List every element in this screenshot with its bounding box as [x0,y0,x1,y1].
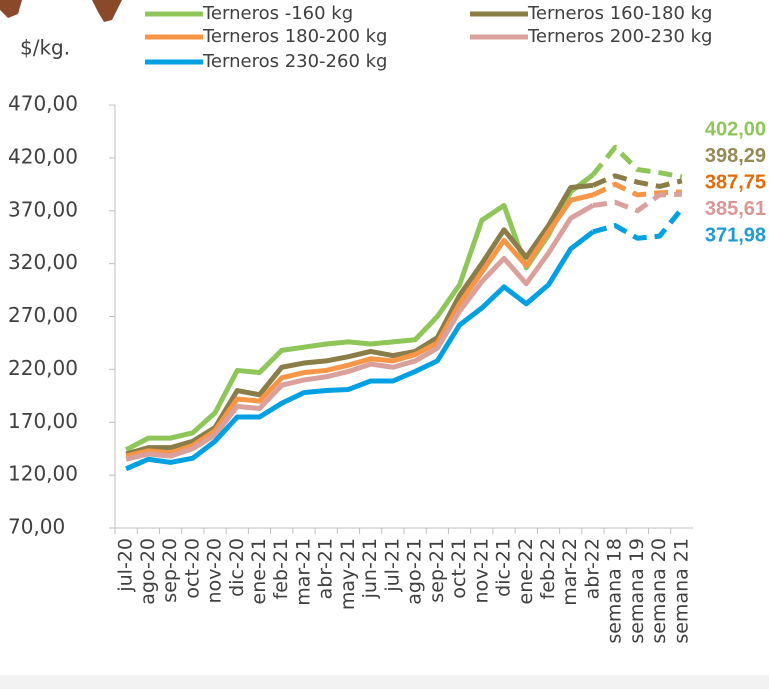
x-tick-label: dic-21 [493,538,515,597]
x-tick-label: nov-21 [470,538,492,603]
x-tick-label: dic-20 [226,538,248,597]
y-tick-label: 420,00 [8,144,78,168]
value-label: 398,29 [705,145,766,167]
series-line [591,173,683,189]
x-tick-label: feb-22 [537,538,559,599]
x-tick-label: abr-21 [315,538,337,599]
series-line [125,192,594,459]
x-tick-label: ene-22 [515,538,537,604]
x-tick-label: abr-22 [581,538,603,599]
series-line [591,144,683,180]
y-tick-label: 70,00 [8,515,65,539]
x-tick-label: nov-20 [204,538,226,603]
legend-label: Terneros 160-180 kg [527,3,712,24]
footer-band [0,675,769,689]
legend-label: Terneros 180-200 kg [202,26,387,47]
y-tick-label: 270,00 [8,303,78,327]
legend-label: Terneros 230-260 kg [202,51,387,72]
y-tick-label: 170,00 [8,409,78,433]
horse-icon [92,0,122,22]
value-label: 385,61 [705,198,766,220]
series-line [124,172,595,452]
series-line [592,207,684,241]
x-tick-label: feb-21 [270,538,292,599]
value-label: 371,98 [705,224,766,246]
x-tick-label: oct-20 [181,538,203,599]
x-tick-label: ene-21 [248,538,270,604]
x-tick-label: sep-21 [426,538,448,603]
legend-label: Terneros -160 kg [202,3,353,24]
x-tick-label: may-21 [337,538,359,610]
x-tick-label: ago-20 [137,538,159,605]
series-line [125,203,595,462]
x-tick-label: mar-22 [559,538,581,606]
x-tick-label: sep-20 [159,538,181,603]
legend-label: Terneros 200-230 kg [527,26,712,47]
series-line [592,191,682,214]
y-tick-label: 370,00 [8,197,78,221]
y-tick-label: 120,00 [8,462,78,486]
series-line [125,229,595,472]
value-label: 402,00 [705,118,766,140]
x-tick-label: semana 19 [626,538,648,644]
y-tick-label: 470,00 [8,92,78,116]
y-axis-label: $/kg. [20,36,70,60]
x-tick-label: jul-21 [381,538,403,593]
x-tick-label: mar-21 [292,538,314,606]
x-tick-label: semana 20 [648,538,670,644]
y-tick-label: 320,00 [8,250,78,274]
x-tick-label: jun-21 [359,538,381,599]
series-line [591,181,682,198]
x-tick-label: semana 18 [604,538,626,644]
horse-icon [0,0,22,18]
x-tick-label: jul-20 [115,538,137,593]
value-label: 387,75 [705,171,766,193]
x-tick-label: oct-21 [448,538,470,599]
x-tick-label: ago-21 [404,538,426,605]
x-tick-label: semana 21 [670,538,692,644]
series-line [125,182,594,457]
y-tick-label: 220,00 [8,356,78,380]
